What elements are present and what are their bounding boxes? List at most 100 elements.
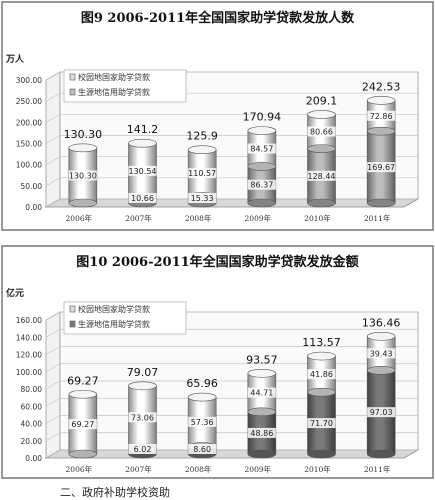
data-label-bg [247,179,276,190]
segment-value-label: 73.06 [131,413,154,422]
data-label-bg [188,416,217,427]
total-value-label: 93.57 [246,353,278,366]
data-label-bg [128,193,157,203]
x-tick-label: 2008年 [185,464,212,474]
gridline [45,71,418,81]
data-label-bg [307,369,336,380]
total-value-label: 69.27 [67,374,99,387]
y-axis-unit: 亿元 [6,287,24,299]
x-tick-label: 2011年 [364,464,391,474]
bar-top-cap [68,389,98,399]
gridline [45,380,418,390]
total-value-label: 141.2 [127,123,159,136]
total-value-label: 136.46 [362,316,401,329]
data-label-bg [367,348,396,359]
bar-top-cap [307,351,336,361]
bar-top-cap [366,96,396,105]
segment-value-label: 80.66 [310,128,333,137]
x-tick-label: 2010年 [304,213,331,223]
legend-label: 校园地国家助学贷款 [78,304,150,314]
segment-value-label: 15.33 [191,194,214,203]
bar-segment-bottom [307,144,336,153]
gridline [45,328,418,338]
floor [44,198,420,208]
bar-top-cap [187,145,217,155]
gridline [45,198,418,208]
segment-value-label: 84.57 [250,145,273,154]
gridline [45,92,418,102]
bar-top-cap [128,138,157,148]
y-tick-label: 80.00 [21,385,43,394]
gridline [45,432,418,442]
bar-segment-bottom [366,198,396,208]
segment-value-label: 48.86 [250,429,273,438]
bar-segment-bottom [366,366,396,375]
gridline [45,311,418,321]
y-tick-label: 50.00 [21,182,43,191]
x-tick-label: 2006年 [66,213,93,223]
gridline [45,363,418,373]
data-label-bg [188,444,217,454]
bar-segment-bottom [307,449,336,459]
data-label-bg [247,143,276,154]
y-tick-label: 250.00 [16,97,42,106]
bar-segment-bottom [366,126,396,136]
y-tick-label: 0.00 [25,454,42,463]
data-label-bg [247,387,276,398]
chart-panel-students: 图9 2006-2011年全国国家助学贷款发放人数 万人 0.00 50.00 100.… [0,0,435,232]
segment-value-label: 10.66 [131,194,154,203]
data-label-bg [307,126,336,137]
x-tick-label: 2006年 [66,464,93,474]
total-value-label: 130.30 [64,128,103,141]
segment-value-label: 57.36 [191,418,214,427]
bar-top-cap [247,126,277,135]
bar-top-cap [187,392,217,402]
segment-value-label: 8.60 [193,445,211,454]
x-tick-label: 2010年 [304,464,331,474]
floor [44,449,420,459]
y-tick-label: 140.00 [16,333,42,342]
bar-segment-bottom [68,198,98,208]
x-tick-label: 2007年 [125,213,152,223]
bar-segment-bottom [307,198,336,208]
y-tick-label: 100.00 [16,161,42,170]
segment-value-label: 97.03 [370,408,393,417]
y-tick-label: 300.00 [16,76,42,85]
segment-value-label: 110.57 [188,169,216,178]
segment-value-label: 44.71 [250,389,273,398]
segment-value-label: 130.54 [129,167,157,176]
gridline [45,177,418,187]
y-tick-label: 20.00 [21,437,43,446]
x-tick-label: 2008年 [185,213,212,223]
bar-segment-bottom [247,449,277,459]
legend-swatch [69,88,76,96]
data-label-bg [128,412,157,423]
data-label-bg [247,427,276,438]
data-label-bg [188,193,217,203]
bar-top-cap [68,143,98,153]
legend-box [63,301,187,335]
total-value-label: 65.96 [186,377,218,390]
y-tick-label: 150.00 [16,140,42,149]
bar-segment-bottom [68,449,98,459]
total-value-label: 170.94 [243,111,282,124]
legend-swatch [69,73,76,81]
legend-label: 生源地信用助学贷款 [78,319,150,329]
data-label-bg [367,162,396,173]
segment-value-label: 71.70 [310,419,333,428]
data-label-bg [307,170,336,181]
segment-value-label: 128.44 [308,172,336,181]
y-tick-label: 200.00 [16,118,42,127]
total-value-label: 209.1 [306,94,338,107]
data-label-bg [367,110,396,121]
gridline [45,449,418,459]
data-label-bg [188,168,217,179]
footer-text: 二、政府补助学校资助 [60,486,170,499]
gridline [45,156,418,165]
bar-segment-bottom [307,387,336,397]
segment-value-label: 39.43 [370,349,393,358]
x-tick-label: 2009年 [245,464,272,474]
y-tick-label: 0.00 [25,203,42,212]
y-tick-label: 60.00 [21,402,43,411]
